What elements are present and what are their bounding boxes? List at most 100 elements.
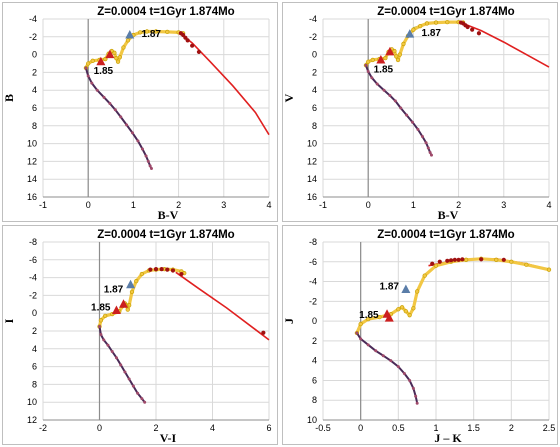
cluster-point xyxy=(98,325,101,329)
y-axis-label: J xyxy=(282,318,296,324)
cluster-point xyxy=(388,94,392,98)
red-dot-point xyxy=(196,49,202,55)
x-tick-label: 0.5 xyxy=(392,423,405,433)
triangle-marker-blue xyxy=(125,30,135,39)
cluster-point xyxy=(411,386,415,390)
track-point xyxy=(134,279,139,284)
cluster-point xyxy=(393,99,397,103)
track-point xyxy=(115,59,121,64)
cluster-point xyxy=(99,333,103,337)
x-axis-label: V-I xyxy=(160,431,177,445)
track-point xyxy=(424,21,430,26)
cluster-point xyxy=(136,391,140,395)
evolution-track-line xyxy=(97,267,186,329)
red-dot-point xyxy=(445,258,450,263)
red-giant-branch-line xyxy=(175,271,270,341)
y-tick-label: 14 xyxy=(307,174,317,184)
chart-title: Z=0.0004 t=1Gyr 1.874Mo xyxy=(97,229,234,241)
y-tick-label: 6 xyxy=(32,362,37,372)
x-tick-label: 3 xyxy=(501,200,506,210)
cluster-point xyxy=(102,338,106,342)
y-tick-label: 6 xyxy=(32,103,37,113)
triangle-marker-red xyxy=(96,56,106,66)
cluster-point xyxy=(366,343,370,347)
y-tick-label: 8 xyxy=(312,395,317,405)
track-point xyxy=(125,307,130,312)
cluster-point xyxy=(136,139,140,143)
y-tick-label: 2 xyxy=(32,326,37,336)
cluster-point xyxy=(84,66,88,70)
track-point xyxy=(138,30,143,35)
triangle-marker-red xyxy=(376,54,386,64)
track-point xyxy=(383,56,388,61)
triangle-marker-blue xyxy=(126,279,136,289)
y-tick-label: -8 xyxy=(29,237,37,247)
cluster-point xyxy=(375,82,379,86)
x-tick-label: 4 xyxy=(266,200,271,210)
red-dot-point xyxy=(460,257,465,262)
track-point xyxy=(509,259,514,264)
cluster-point xyxy=(415,401,419,405)
x-axis-label: J – K xyxy=(434,431,462,445)
track-point xyxy=(98,318,104,323)
cluster-sequence-line xyxy=(84,67,153,169)
red-dot-point xyxy=(476,31,482,36)
triangle-marker-blue xyxy=(401,284,411,293)
y-axis-label: I xyxy=(2,318,16,323)
track-point xyxy=(121,45,126,50)
y-tick-label: 4 xyxy=(312,356,317,366)
x-tick-label: 3 xyxy=(221,200,226,210)
y-tick-label: -4 xyxy=(29,14,37,24)
cluster-point xyxy=(410,120,414,124)
track-point xyxy=(494,257,499,262)
y-tick-label: 2 xyxy=(312,336,317,346)
y-tick-label: 0 xyxy=(312,50,317,60)
red-dot-point xyxy=(465,24,470,30)
y-tick-label: 4 xyxy=(312,85,317,95)
mass-annotation: 1.87 xyxy=(142,29,162,40)
y-tick-label: 14 xyxy=(27,174,37,184)
red-dot-point xyxy=(437,259,442,264)
cluster-point xyxy=(399,106,403,110)
y-tick-label: 10 xyxy=(27,139,37,149)
track-point xyxy=(395,57,401,63)
cluster-point xyxy=(110,349,114,353)
track-point xyxy=(358,321,363,327)
cluster-point xyxy=(113,108,117,112)
chart-title: Z=0.0004 t=1Gyr 1.874Mo xyxy=(97,6,234,18)
cluster-point xyxy=(408,378,412,382)
triangle-marker-red xyxy=(384,313,394,322)
x-axis-label: B-V xyxy=(158,208,179,222)
cluster-point xyxy=(370,76,374,80)
track-point xyxy=(102,313,108,319)
y-tick-label: 8 xyxy=(312,121,317,131)
track-point xyxy=(377,315,382,320)
y-tick-label: 10 xyxy=(307,415,317,425)
cluster-point xyxy=(389,359,393,363)
track-point xyxy=(139,271,145,277)
x-tick-label: 0 xyxy=(86,200,91,210)
track-point xyxy=(418,23,423,29)
x-tick-label: 2.5 xyxy=(543,423,556,433)
x-tick-label: -2 xyxy=(39,423,47,433)
cluster-point xyxy=(366,70,370,74)
cmd-panel-3: -2 0 2 4 6 -8 -6 -4 -2 0 2 4 6 8 10 12 Z=0.0004 t=1Gyr 1… xyxy=(2,225,278,445)
track-point xyxy=(415,289,420,294)
cluster-point xyxy=(125,123,129,127)
red-dot-point xyxy=(501,257,506,262)
track-point xyxy=(397,52,402,57)
red-dot-point xyxy=(185,38,190,43)
y-axis-label: B xyxy=(2,94,16,102)
cluster-point xyxy=(143,400,147,404)
track-point xyxy=(153,29,159,34)
triangle-marker-red xyxy=(111,305,121,315)
cluster-point xyxy=(119,363,123,367)
red-dot-point xyxy=(170,268,176,273)
track-point xyxy=(394,54,399,59)
track-point xyxy=(112,50,117,55)
red-dot-point xyxy=(261,330,266,335)
red-dot-point xyxy=(159,267,164,272)
red-dot-point xyxy=(190,43,195,48)
